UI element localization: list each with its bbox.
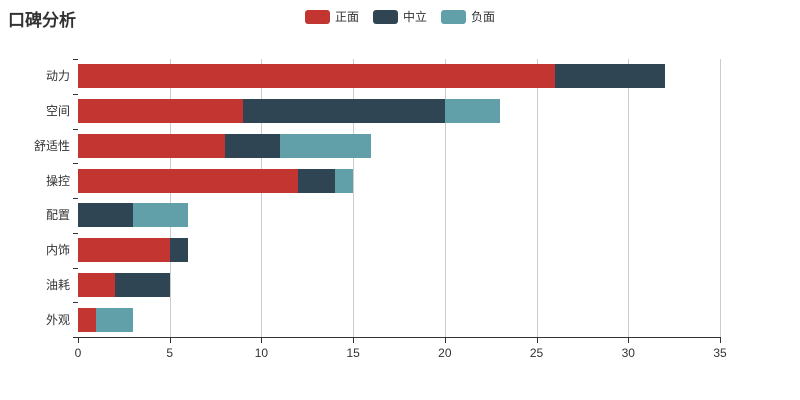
bar-segment-负面[interactable] [133, 203, 189, 228]
x-axis-tick [720, 338, 721, 343]
gridline [444, 59, 446, 337]
bar-segment-中立[interactable] [298, 168, 335, 193]
bar-segment-中立[interactable] [114, 272, 170, 297]
category-label: 油耗 [45, 277, 70, 292]
legend-swatch-icon [372, 9, 398, 24]
x-axis-tick [536, 338, 538, 343]
y-axis-tick [73, 302, 78, 304]
y-axis-tick [73, 232, 78, 234]
legend-item-正面[interactable]: 正面 [304, 8, 359, 25]
bar-segment-中立[interactable] [78, 203, 134, 228]
bar-segment-正面[interactable] [78, 133, 225, 158]
gridline [353, 59, 355, 337]
bar-segment-正面[interactable] [78, 64, 555, 89]
gridline [628, 59, 630, 337]
x-axis-tick [353, 338, 355, 343]
category-label: 操控 [45, 173, 70, 188]
x-axis-tick [261, 338, 263, 343]
x-tick-label: 20 [438, 346, 452, 360]
legend-label: 中立 [402, 10, 427, 24]
x-axis-tick [444, 338, 446, 343]
legend-swatch-icon [441, 9, 466, 24]
chart-title: 口碑分析 [8, 11, 76, 30]
bar-segment-负面[interactable] [444, 99, 500, 124]
y-axis-tick [73, 128, 78, 130]
bar-segment-中立[interactable] [169, 238, 189, 263]
legend: 正面 中立 负面 [0, 8, 800, 25]
x-tick-label: 35 [713, 346, 727, 360]
gridline [720, 59, 721, 337]
y-axis-tick [73, 93, 78, 95]
legend-swatch-icon [304, 9, 330, 24]
bar-segment-负面[interactable] [279, 133, 372, 158]
bar-segment-正面[interactable] [78, 307, 97, 332]
bar-segment-正面[interactable] [78, 99, 244, 124]
y-axis-tick [73, 198, 78, 199]
bar-segment-负面[interactable] [96, 307, 133, 332]
category-label: 配置 [45, 208, 70, 223]
bar-segment-正面[interactable] [78, 272, 115, 297]
bar-segment-中立[interactable] [243, 99, 445, 124]
y-axis-tick [73, 267, 78, 269]
x-tick-label: 0 [74, 346, 82, 360]
x-tick-label: 5 [166, 346, 174, 360]
legend-item-中立[interactable]: 中立 [372, 8, 427, 25]
bar-segment-正面[interactable] [78, 238, 170, 263]
category-label: 外观 [45, 312, 70, 327]
gridline [169, 59, 171, 337]
legend-label: 负面 [471, 10, 496, 24]
gridline [261, 59, 263, 337]
category-label: 内饰 [45, 243, 70, 258]
x-axis-tick [169, 338, 171, 343]
x-tick-label: 25 [529, 346, 544, 360]
bar-segment-中立[interactable] [554, 64, 665, 89]
legend-label: 正面 [334, 10, 359, 24]
y-axis-tick [73, 337, 78, 338]
x-tick-label: 15 [346, 346, 360, 360]
category-label: 舒适性 [33, 138, 70, 153]
legend-item-负面[interactable]: 负面 [441, 8, 495, 25]
x-axis-tick [78, 338, 79, 343]
category-label: 空间 [45, 104, 70, 119]
x-tick-label: 10 [254, 346, 269, 360]
bar-segment-负面[interactable] [334, 168, 354, 193]
bar-segment-中立[interactable] [224, 133, 280, 158]
x-axis-tick [628, 338, 630, 343]
x-tick-label: 30 [621, 346, 635, 360]
y-axis-tick [73, 163, 78, 165]
gridline [536, 59, 538, 337]
category-label: 动力 [45, 69, 70, 84]
y-axis-tick [73, 59, 78, 60]
bar-segment-正面[interactable] [78, 168, 299, 193]
x-axis-line [78, 337, 721, 338]
